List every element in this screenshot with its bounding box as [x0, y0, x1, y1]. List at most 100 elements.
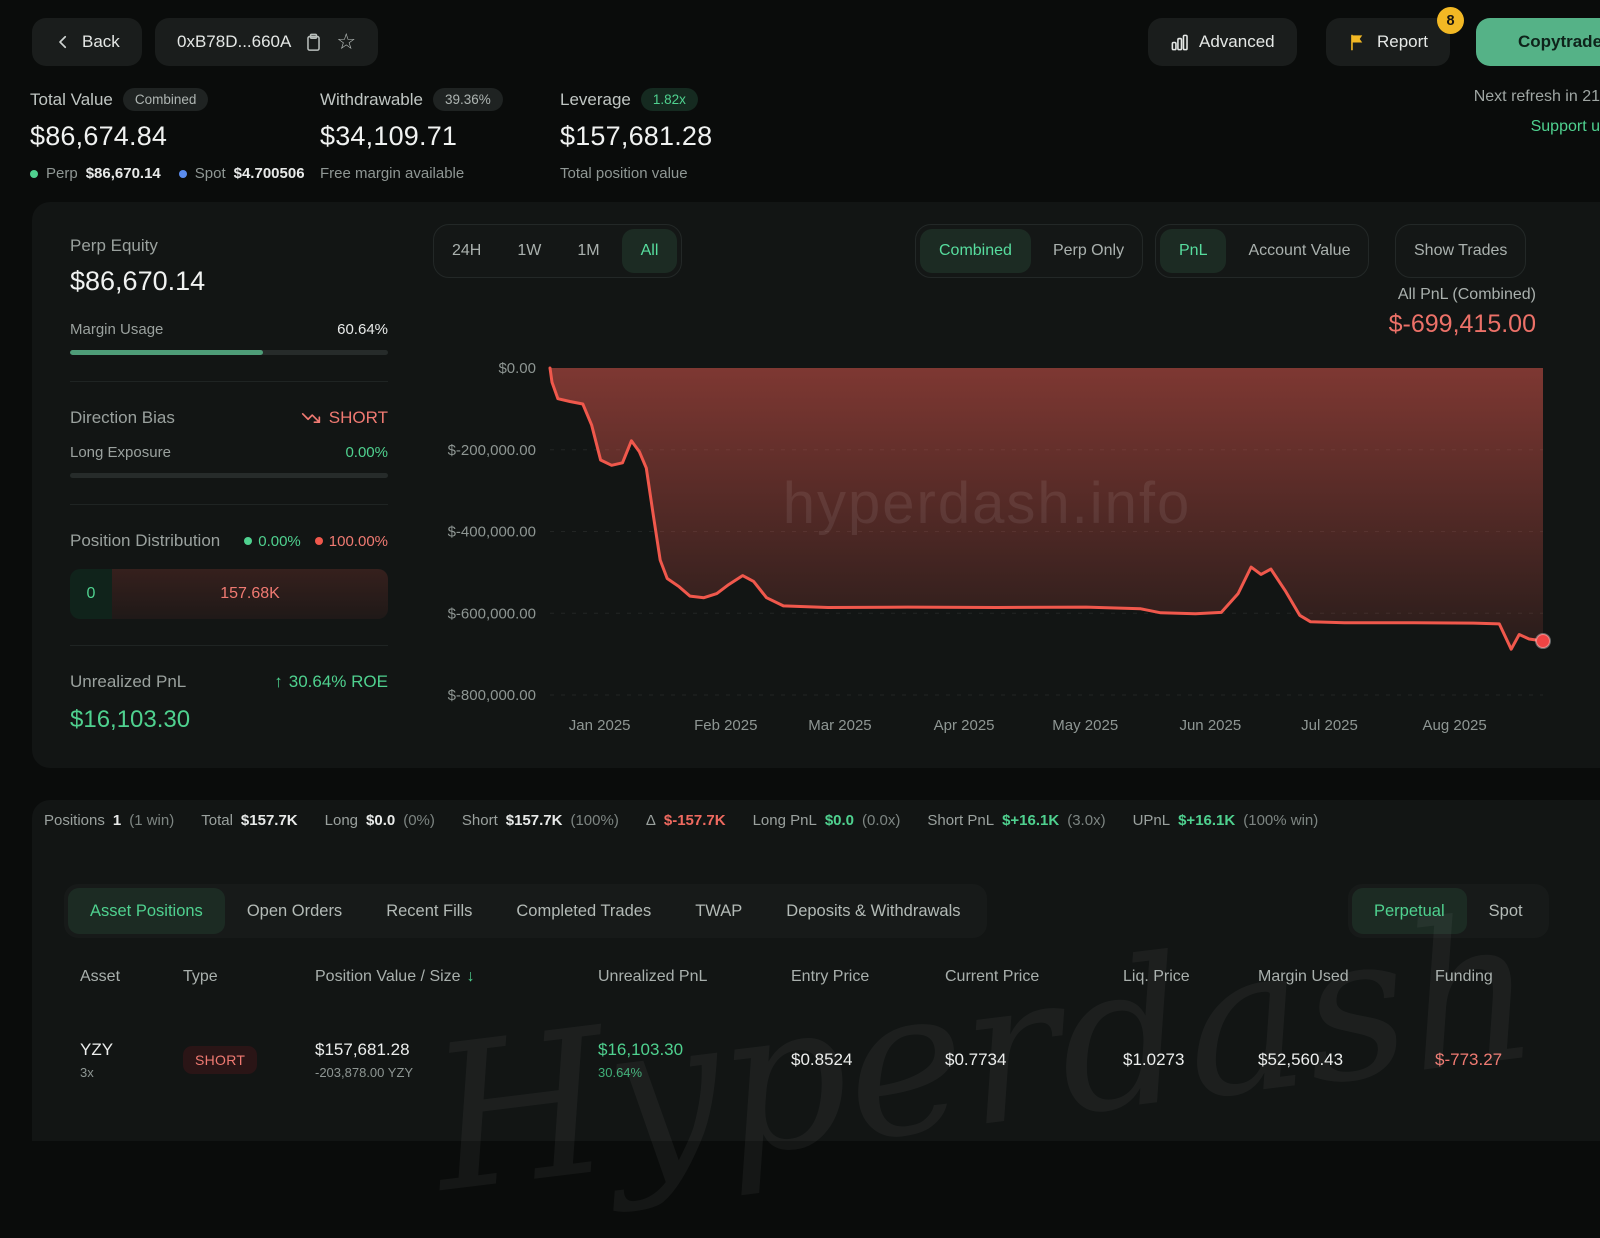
- svg-text:$-400,000.00: $-400,000.00: [448, 524, 536, 541]
- range-1w[interactable]: 1W: [517, 242, 542, 259]
- positions-tabs: Asset Positions Open Orders Recent Fills…: [64, 884, 987, 938]
- leverage-label: Leverage: [560, 89, 631, 109]
- advanced-label: Advanced: [1199, 32, 1275, 51]
- divider: [70, 645, 388, 646]
- trending-down-icon: [301, 408, 321, 428]
- positions-panel: Positions 1 (1 win) Total $157.7K Long $0.0(…: [32, 800, 1600, 1141]
- short-badge: SHORT: [183, 1046, 258, 1074]
- col-unrealized-pnl[interactable]: Unrealized PnL: [598, 968, 708, 985]
- leverage-stat: Leverage 1.82x $157,681.28 Total positio…: [560, 88, 712, 182]
- position-distribution-label: Position Distribution: [70, 531, 221, 550]
- combined-badge: Combined: [122, 88, 209, 111]
- summary-total: Total $157.7K: [201, 812, 298, 829]
- svg-text:Jul 2025: Jul 2025: [1301, 717, 1358, 734]
- tab-twap[interactable]: TWAP: [695, 901, 743, 920]
- withdrawable-stat: Withdrawable 39.36% $34,109.71 Free marg…: [320, 88, 503, 182]
- overview-panel: Perp Equity $86,670.14 Margin Usage 60.6…: [32, 202, 1600, 768]
- mode-combined[interactable]: Combined: [920, 229, 1031, 273]
- withdrawable-pct-badge: 39.36%: [433, 88, 503, 111]
- margin-usage-fill: [70, 350, 263, 355]
- funding-cell: $-773.27: [1435, 1050, 1503, 1069]
- wallet-address: 0xB78D...660A: [177, 32, 292, 51]
- tab-asset-positions[interactable]: Asset Positions: [68, 888, 225, 934]
- copy-address-icon[interactable]: [305, 33, 322, 52]
- liq-price-cell: $1.0273: [1123, 1050, 1185, 1069]
- col-margin-used[interactable]: Margin Used: [1258, 968, 1349, 985]
- report-button[interactable]: Report 8: [1326, 7, 1465, 66]
- long-pct: 0.00%: [258, 532, 301, 550]
- perp-equity-value: $86,670.14: [70, 266, 206, 296]
- distribution-long-segment: 0: [70, 569, 112, 619]
- show-trades-button[interactable]: Show Trades: [1414, 242, 1508, 259]
- entry-price-cell: $0.8524: [791, 1050, 853, 1069]
- pnl-chart[interactable]: $0.00 $-200,000.00 $-400,000.00 $-600,000.0…: [432, 348, 1582, 748]
- refresh-countdown: Next refresh in 21: [1473, 88, 1600, 105]
- tab-completed-trades[interactable]: Completed Trades: [516, 901, 652, 920]
- col-type[interactable]: Type: [183, 968, 218, 985]
- back-button[interactable]: Back: [32, 18, 142, 66]
- mode-perp-only[interactable]: Perp Only: [1052, 242, 1125, 259]
- divider: [70, 381, 388, 382]
- summary-long-pnl: Long PnL $0.0 (0.0x): [752, 812, 901, 829]
- chevron-left-icon: [54, 33, 72, 51]
- divider: [70, 504, 388, 505]
- advanced-button[interactable]: Advanced: [1148, 18, 1297, 66]
- metric-pnl[interactable]: PnL: [1160, 229, 1227, 273]
- table-row[interactable]: YZY 3x SHORT $157,681.28 -203,878.00 YZY…: [32, 1026, 1600, 1094]
- long-exposure-label: Long Exposure: [70, 444, 171, 461]
- report-count-badge: 8: [1437, 7, 1465, 34]
- unrealized-pnl-value: $16,103.30: [70, 706, 191, 733]
- show-trades-toggle: Show Trades: [1395, 224, 1527, 278]
- range-all[interactable]: All: [621, 229, 678, 273]
- perp-equity-label: Perp Equity: [70, 236, 158, 255]
- asset-leverage: 3x: [80, 1065, 94, 1080]
- svg-text:Jan 2025: Jan 2025: [569, 717, 631, 734]
- tab-recent-fills[interactable]: Recent Fills: [386, 901, 473, 920]
- current-price-cell: $0.7734: [945, 1050, 1007, 1069]
- leverage-sub: Total position value: [560, 165, 688, 182]
- asset-symbol: YZY: [80, 1040, 114, 1059]
- range-24h[interactable]: 24H: [452, 242, 482, 259]
- total-value-amount: $86,674.84: [30, 121, 168, 151]
- long-exposure-value: 0.00%: [345, 444, 388, 461]
- spot-label: Spot: [194, 165, 226, 182]
- long-dot-icon: [244, 537, 253, 545]
- metric-account-value[interactable]: Account Value: [1248, 242, 1351, 259]
- col-asset[interactable]: Asset: [80, 968, 121, 985]
- svg-text:Apr 2025: Apr 2025: [934, 717, 995, 734]
- col-current-price[interactable]: Current Price: [945, 968, 1040, 985]
- unrealized-pnl-label: Unrealized PnL: [70, 672, 187, 691]
- copytrade-button[interactable]: Copytrade: [1476, 18, 1600, 66]
- metric-toggle: PnL Account Value: [1155, 224, 1370, 278]
- tab-deposits-withdrawals[interactable]: Deposits & Withdrawals: [786, 901, 961, 920]
- time-range-toggle: 24H 1W 1M All: [433, 224, 683, 278]
- margin-usage-bar: [70, 350, 388, 355]
- withdrawable-sub: Free margin available: [320, 165, 465, 182]
- svg-text:Aug 2025: Aug 2025: [1423, 717, 1487, 734]
- address-pill[interactable]: 0xB78D...660A ☆: [155, 18, 379, 66]
- perp-label: Perp: [46, 165, 78, 182]
- all-pnl-readout: All PnL (Combined) $-699,415.00: [1389, 286, 1536, 339]
- short-dot-icon: [314, 537, 323, 545]
- direction-bias-value: SHORT: [328, 408, 388, 427]
- margin-used-cell: $52,560.43: [1258, 1050, 1344, 1069]
- market-spot[interactable]: Spot: [1488, 901, 1523, 920]
- total-value-stat: Total Value Combined $86,674.84 Perp $86…: [30, 88, 305, 182]
- tab-open-orders[interactable]: Open Orders: [246, 901, 343, 920]
- svg-text:$-800,000.00: $-800,000.00: [448, 687, 536, 704]
- market-toggle: Perpetual Spot: [1348, 884, 1549, 938]
- range-1m[interactable]: 1M: [577, 242, 600, 259]
- col-entry-price[interactable]: Entry Price: [791, 968, 870, 985]
- margin-usage-label: Margin Usage: [70, 321, 164, 338]
- mode-toggle: Combined Perp Only: [915, 224, 1144, 278]
- favorite-star-icon[interactable]: ☆: [336, 29, 357, 54]
- support-link[interactable]: Support u: [1530, 118, 1600, 135]
- unrealized-pnl-cell: $16,103.30 30.64%: [598, 1040, 684, 1080]
- col-liq-price[interactable]: Liq. Price: [1123, 968, 1190, 985]
- col-position-value[interactable]: Position Value / Size ↓: [315, 968, 475, 985]
- summary-upnl: UPnL $+16.1K (100% win): [1132, 812, 1319, 829]
- col-funding[interactable]: Funding: [1435, 968, 1493, 985]
- summary-delta: Δ $-157.7K: [645, 812, 726, 829]
- market-perpetual[interactable]: Perpetual: [1352, 888, 1467, 934]
- sort-down-icon: ↓: [466, 968, 475, 985]
